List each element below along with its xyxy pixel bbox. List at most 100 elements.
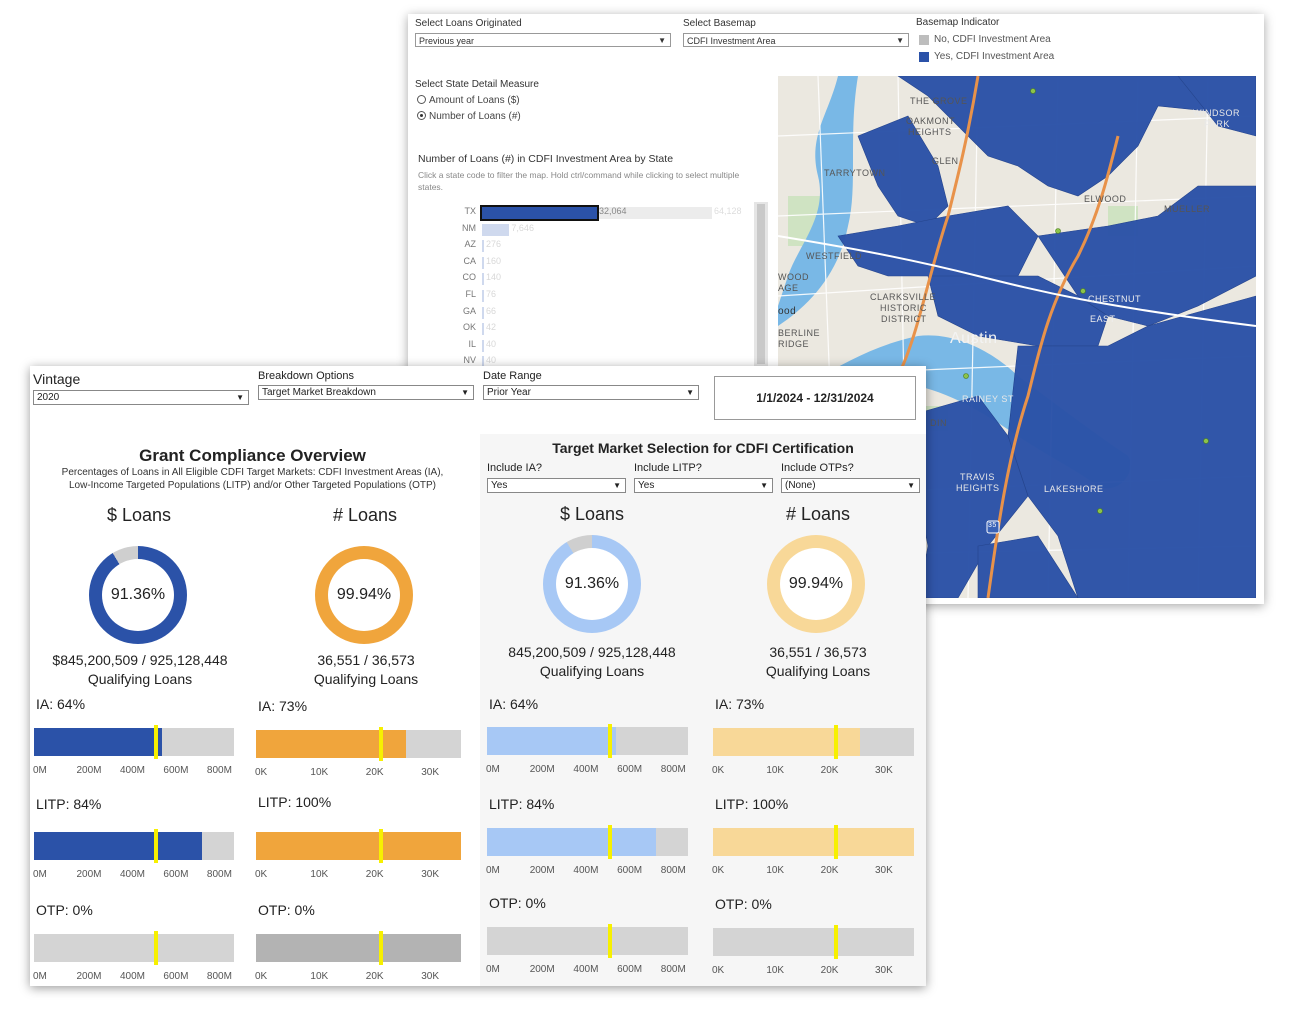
map-label-elwood: ELWOOD bbox=[1084, 194, 1127, 204]
state-code-ga[interactable]: GA bbox=[462, 305, 476, 316]
ia-bar-fill-2 bbox=[487, 727, 616, 755]
map-label-austin: Austin bbox=[950, 330, 998, 347]
ia-bar-2[interactable] bbox=[487, 724, 688, 758]
otp-target-marker-2 bbox=[607, 924, 612, 958]
scrollbar[interactable] bbox=[754, 202, 768, 372]
state-code-nm[interactable]: NM bbox=[462, 222, 476, 233]
state-code-co[interactable]: CO bbox=[462, 272, 477, 283]
scrollbar-thumb[interactable] bbox=[757, 204, 765, 364]
include-otp-dropdown[interactable]: (None) ▼ bbox=[781, 478, 920, 493]
state-code-az[interactable]: AZ bbox=[464, 239, 476, 250]
legend-swatch-no bbox=[919, 35, 929, 45]
axis-tick: 400M bbox=[573, 964, 599, 975]
state-bar-ok[interactable] bbox=[482, 323, 484, 336]
state-bar-tx[interactable] bbox=[480, 205, 599, 221]
axis-tick: 600M bbox=[163, 765, 189, 776]
axis-tick: 0M bbox=[486, 865, 500, 876]
basemap-dropdown[interactable]: CDFI Investment Area ▼ bbox=[683, 33, 909, 47]
litp-label-0: LITP: 84% bbox=[36, 796, 102, 812]
ia-bar-0[interactable] bbox=[34, 725, 234, 759]
map-label-din: DIN bbox=[930, 418, 947, 428]
axis-tick: 10K bbox=[310, 869, 329, 880]
ia-bar-1[interactable] bbox=[256, 727, 461, 761]
state-bar-co[interactable] bbox=[482, 273, 484, 286]
loans-originated-dropdown[interactable]: Previous year ▼ bbox=[415, 33, 671, 47]
loans-originated-label: Select Loans Originated bbox=[415, 18, 522, 29]
state-bar-az[interactable] bbox=[482, 240, 484, 253]
left-dollar-heading: $ Loans bbox=[106, 505, 172, 525]
radio-amount[interactable]: Amount of Loans ($) bbox=[417, 95, 520, 106]
axis-tick: 600M bbox=[163, 869, 189, 880]
state-code-tx[interactable]: TX bbox=[464, 206, 476, 216]
axis-tick: 10K bbox=[766, 765, 785, 776]
ia-label-0: IA: 64% bbox=[36, 696, 86, 712]
otp-bar-3[interactable] bbox=[713, 925, 914, 959]
state-code-ca[interactable]: CA bbox=[463, 255, 476, 266]
axis-tick: 0M bbox=[33, 869, 47, 880]
otp-bar-2[interactable] bbox=[487, 924, 688, 958]
radio-circle-selected bbox=[417, 111, 426, 120]
state-chart-title: Number of Loans (#) in CDFI Investment A… bbox=[418, 153, 674, 165]
state-value-ga: 66 bbox=[486, 305, 497, 316]
breakdown-value: Target Market Breakdown bbox=[262, 387, 376, 398]
litp-bar-fill-1 bbox=[256, 832, 461, 860]
otp-bar-1[interactable] bbox=[256, 931, 461, 965]
date-display: 1/1/2024 - 12/31/2024 bbox=[714, 376, 916, 420]
right-dollar-heading: $ Loans bbox=[559, 504, 625, 524]
axis-tick: 400M bbox=[119, 971, 145, 982]
axis-tick: 10K bbox=[310, 767, 329, 778]
right-dollar-donut: 91.36% bbox=[543, 535, 641, 633]
vintage-dropdown[interactable]: 2020 ▼ bbox=[33, 390, 249, 405]
map-label-historic: HISTORIC bbox=[880, 303, 927, 313]
right-count-ratio: 36,551 / 36,573 bbox=[769, 644, 867, 660]
otp-label-2: OTP: 0% bbox=[489, 895, 546, 911]
loans-originated-value: Previous year bbox=[419, 36, 475, 46]
map-label-age: AGE bbox=[778, 283, 799, 293]
radio-number[interactable]: Number of Loans (#) bbox=[417, 111, 521, 122]
litp-bar-0[interactable] bbox=[34, 829, 234, 863]
basemap-value: CDFI Investment Area bbox=[687, 36, 776, 46]
map-label-district: DISTRICT bbox=[881, 314, 927, 324]
state-value-nm: 7,646 bbox=[511, 222, 534, 233]
map-label-the-grove: THE GROVE bbox=[910, 96, 968, 106]
date-range-dropdown[interactable]: Prior Year ▼ bbox=[483, 385, 699, 400]
otp-target-marker-1 bbox=[379, 931, 383, 965]
state-bar-il[interactable] bbox=[482, 339, 484, 352]
state-bar-nm[interactable] bbox=[482, 223, 510, 236]
right-count-pct: 99.94% bbox=[780, 548, 852, 620]
axis-tick: 0M bbox=[33, 765, 47, 776]
state-value-co: 140 bbox=[486, 272, 502, 283]
right-count-donut: 99.94% bbox=[767, 535, 865, 633]
state-bar-ca[interactable] bbox=[482, 256, 484, 269]
ia-bar-3[interactable] bbox=[713, 725, 914, 759]
state-bar-fl[interactable] bbox=[482, 290, 484, 302]
axis-tick: 0K bbox=[712, 765, 725, 776]
state-bar-nv[interactable] bbox=[482, 356, 484, 369]
otp-target-marker-3 bbox=[833, 925, 838, 959]
state-max-label: 64,128 bbox=[714, 206, 742, 216]
axis-tick: 800M bbox=[660, 964, 686, 975]
litp-bar-fill-3 bbox=[713, 828, 914, 856]
ia-label-3: IA: 73% bbox=[715, 696, 765, 712]
include-ia-dropdown[interactable]: Yes ▼ bbox=[487, 478, 626, 493]
state-value-fl: 76 bbox=[486, 289, 497, 299]
state-code-fl[interactable]: FL bbox=[465, 289, 476, 299]
radio-amount-label: Amount of Loans ($) bbox=[429, 95, 520, 106]
include-litp-dropdown[interactable]: Yes ▼ bbox=[634, 478, 773, 493]
chevron-down-icon: ▼ bbox=[613, 481, 621, 490]
litp-bar-1[interactable] bbox=[256, 829, 461, 863]
map-label-westfield: WESTFIELD bbox=[806, 251, 863, 261]
state-code-nv[interactable]: NV bbox=[463, 355, 476, 366]
axis-tick: 0M bbox=[486, 764, 500, 775]
right-dollar-pct: 91.36% bbox=[556, 548, 628, 620]
breakdown-dropdown[interactable]: Target Market Breakdown ▼ bbox=[258, 385, 474, 400]
state-bar-ga[interactable] bbox=[482, 306, 484, 319]
litp-bar-2[interactable] bbox=[487, 825, 688, 859]
otp-bar-0[interactable] bbox=[34, 931, 234, 965]
litp-bar-3[interactable] bbox=[713, 825, 914, 859]
state-code-il[interactable]: IL bbox=[468, 338, 476, 349]
ia-target-marker-3 bbox=[833, 725, 838, 759]
state-code-ok[interactable]: OK bbox=[462, 322, 476, 333]
map-label-ood: ood bbox=[778, 306, 797, 317]
chevron-down-icon: ▼ bbox=[461, 388, 469, 397]
